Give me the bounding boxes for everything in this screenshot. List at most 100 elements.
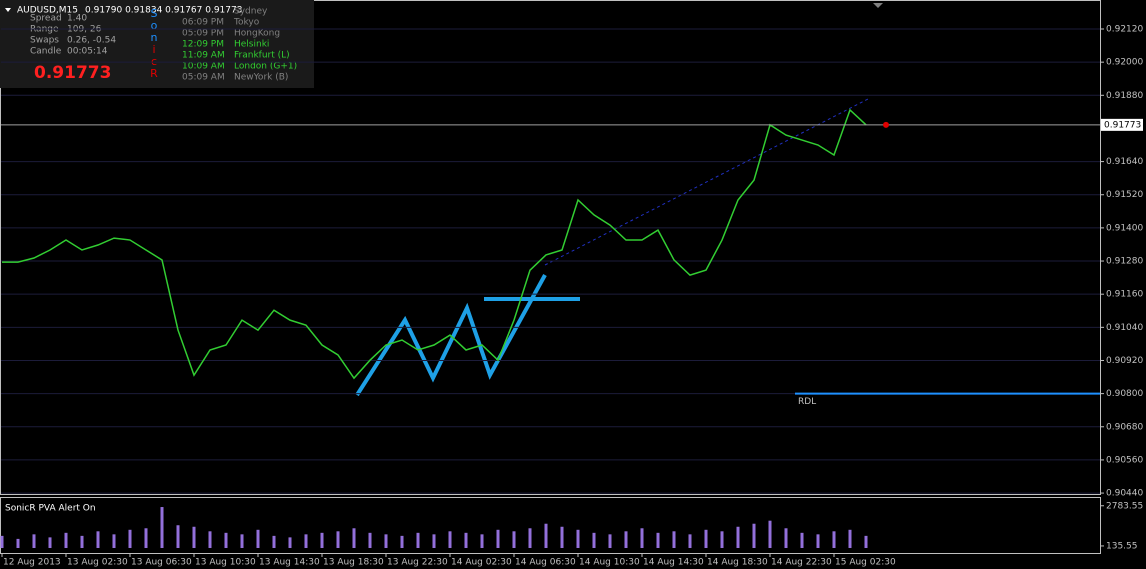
sonic-letter: c bbox=[151, 55, 157, 68]
volume-frame bbox=[0, 497, 1101, 554]
volume-bar bbox=[784, 528, 788, 548]
symbol: AUDUSD,M15 bbox=[17, 6, 78, 16]
rdl-label: RDL bbox=[798, 397, 816, 407]
last-price-dot bbox=[883, 121, 889, 128]
y-tick-label: 0.90800 bbox=[1106, 389, 1143, 399]
volume-bar bbox=[528, 528, 532, 548]
volume-bar bbox=[224, 532, 228, 548]
volume-bar bbox=[96, 531, 100, 548]
sonic-letter: n bbox=[151, 31, 158, 44]
y-tick-label: 0.90680 bbox=[1106, 422, 1143, 432]
sonic-letter: R bbox=[150, 67, 158, 80]
volume-bar bbox=[464, 532, 468, 548]
volume-bar bbox=[848, 529, 852, 548]
x-tick-label: 13 Aug 18:30 bbox=[323, 558, 384, 568]
volume-bar bbox=[160, 507, 164, 548]
y-tick-label: 0.90440 bbox=[1106, 489, 1143, 499]
session-time: 05:09 AM bbox=[182, 73, 225, 83]
volume-bar bbox=[432, 534, 436, 548]
y-tick-label: 0.91280 bbox=[1106, 257, 1143, 267]
volume-bar bbox=[656, 532, 660, 548]
volume-bar bbox=[752, 523, 756, 548]
y-tick-label: 0.90920 bbox=[1106, 356, 1143, 366]
session-city: Frankfurt (L) bbox=[234, 51, 290, 61]
session-time: 10:09 AM bbox=[182, 62, 225, 72]
volume-bar bbox=[352, 528, 356, 548]
volume-bar bbox=[64, 532, 68, 548]
x-tick-label: 14 Aug 14:30 bbox=[643, 558, 704, 568]
ohlc: 0.91790 0.91834 0.91767 0.91773 bbox=[85, 6, 242, 16]
volume-bar bbox=[208, 531, 212, 548]
volume-bar bbox=[176, 525, 180, 548]
volume-title: SonicR PVA Alert On bbox=[5, 504, 96, 514]
session-time: 05:09 PM bbox=[182, 29, 224, 39]
volume-bar bbox=[608, 534, 612, 548]
session-time: 12:09 PM bbox=[182, 40, 224, 50]
volume-bar bbox=[480, 534, 484, 548]
session-city: London (G+1) bbox=[234, 62, 297, 72]
sonic-letter: i bbox=[152, 43, 155, 56]
y-tick-label: 0.92000 bbox=[1106, 58, 1143, 68]
volume-bar bbox=[16, 538, 20, 548]
sonic-letter: S bbox=[151, 7, 158, 20]
volume-bar bbox=[560, 526, 564, 548]
volume-bar bbox=[592, 532, 596, 548]
x-tick-label: 14 Aug 02:30 bbox=[451, 558, 512, 568]
stat-value: 00:05:14 bbox=[67, 47, 108, 57]
x-tick-label: 13 Aug 02:30 bbox=[67, 558, 128, 568]
stat-label: Candle bbox=[30, 47, 62, 57]
stat-label: Swaps bbox=[30, 36, 59, 46]
volume-bar bbox=[704, 529, 708, 548]
volume-bar bbox=[112, 534, 116, 548]
volume-bar bbox=[0, 535, 4, 548]
volume-bar bbox=[320, 532, 324, 548]
volume-bar bbox=[448, 531, 452, 548]
y-tick-label: 0.91400 bbox=[1106, 223, 1143, 233]
volume-bar bbox=[640, 528, 644, 548]
scroll-marker bbox=[873, 3, 883, 8]
x-tick-label: 14 Aug 10:30 bbox=[579, 558, 640, 568]
volume-bar bbox=[576, 529, 580, 548]
volume-bar bbox=[288, 537, 292, 548]
last-price-box bbox=[1101, 118, 1143, 131]
y-tick-label: 0.91520 bbox=[1106, 190, 1143, 200]
x-tick-label: 14 Aug 22:30 bbox=[771, 558, 832, 568]
y-tick-label: 0.91640 bbox=[1106, 157, 1143, 167]
volume-bar bbox=[400, 535, 404, 548]
sonic-letter: o bbox=[151, 19, 158, 32]
volume-bar bbox=[32, 534, 36, 548]
session-time: 06:09 PM bbox=[182, 18, 224, 28]
menu-arrow bbox=[5, 8, 11, 12]
volume-bar bbox=[304, 534, 308, 548]
volume-bar bbox=[496, 529, 500, 548]
stat-label: Spread bbox=[30, 14, 62, 24]
last-price-label: 0.91773 bbox=[1104, 120, 1141, 130]
volume-tick-label: 135.55 bbox=[1106, 541, 1138, 551]
big-price: 0.91773 bbox=[34, 63, 111, 83]
volume-bar bbox=[688, 534, 692, 548]
volume-bar bbox=[416, 532, 420, 548]
x-tick-label: 15 Aug 02:30 bbox=[835, 558, 896, 568]
y-tick-label: 0.91160 bbox=[1106, 290, 1143, 300]
x-tick-label: 13 Aug 06:30 bbox=[131, 558, 192, 568]
stat-value: 1.40 bbox=[67, 14, 87, 24]
session-time: 11:09 AM bbox=[182, 51, 225, 61]
x-tick-label: 14 Aug 18:30 bbox=[707, 558, 768, 568]
x-tick-label: 13 Aug 10:30 bbox=[195, 558, 256, 568]
volume-bar bbox=[672, 531, 676, 548]
volume-bar bbox=[384, 534, 388, 548]
volume-bar bbox=[800, 532, 804, 548]
volume-bar bbox=[128, 529, 132, 548]
main-frame bbox=[0, 0, 1101, 495]
session-city: Tokyo bbox=[233, 18, 260, 28]
x-tick-label: 13 Aug 14:30 bbox=[259, 558, 320, 568]
volume-bar bbox=[544, 523, 548, 548]
volume-bar bbox=[736, 526, 740, 548]
volume-bar bbox=[368, 532, 372, 548]
x-tick-label: 12 Aug 2013 bbox=[3, 558, 61, 568]
price-line bbox=[2, 108, 867, 380]
volume-bar bbox=[80, 535, 84, 548]
volume-bar bbox=[768, 520, 772, 548]
